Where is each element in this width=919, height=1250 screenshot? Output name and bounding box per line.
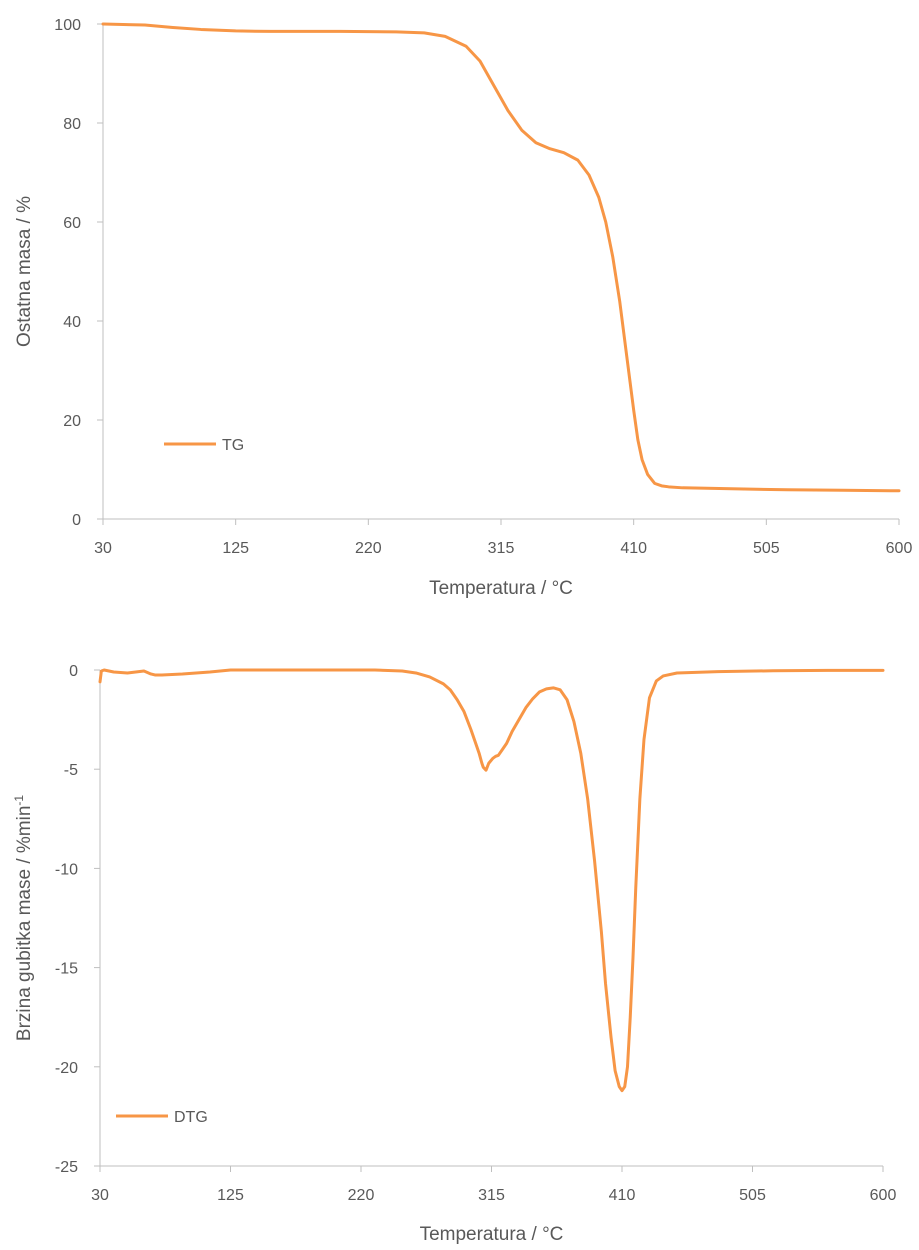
y-tick-label: -20: [55, 1060, 78, 1077]
y-axis-title-superscript: -1: [12, 795, 26, 806]
y-axis-title: Ostatna masa / %: [14, 196, 35, 347]
x-tick-label: 505: [739, 1187, 766, 1204]
x-tick-label: 410: [609, 1187, 636, 1204]
series-line-dtg: [98, 668, 885, 1093]
x-tick-label: 220: [348, 1187, 375, 1204]
y-tick-label: 60: [63, 215, 81, 232]
legend-label: TG: [222, 437, 244, 454]
y-tick-label: 80: [63, 116, 81, 133]
legend-label: DTG: [174, 1109, 208, 1126]
y-tick-label: -10: [55, 861, 78, 878]
y-tick-label: -25: [55, 1159, 78, 1176]
x-tick-label: 125: [222, 540, 249, 557]
x-axis-title: Temperatura / °C: [420, 1224, 564, 1245]
y-tick-label: -15: [55, 961, 78, 978]
y-tick-label: 0: [69, 663, 78, 680]
y-tick-label: 100: [54, 17, 81, 34]
chart-panel-2: 0 -5 -10 -15 -20 -25 30 125 220 315 410 505 600 Tempe…: [12, 663, 896, 1245]
x-tick-label: 600: [886, 540, 913, 557]
x-tick-label: 30: [91, 1187, 109, 1204]
x-tick-label: 220: [355, 540, 382, 557]
x-tick-label: 30: [94, 540, 112, 557]
y-axis-title-main: Brzina gubitka mase / %min: [14, 806, 35, 1042]
x-tick-label: 505: [753, 540, 780, 557]
x-tick-label: 600: [870, 1187, 897, 1204]
chart-panel-1: 0 20 40 60 80 100 30 125 220 315 410 505 600 Temperat…: [14, 17, 912, 599]
x-tick-label: 125: [217, 1187, 244, 1204]
series-line-tg: [101, 22, 901, 493]
y-tick-label: 40: [63, 314, 81, 331]
x-tick-label: 315: [478, 1187, 505, 1204]
x-axis-title: Temperatura / °C: [429, 578, 573, 599]
y-tick-label: 0: [72, 512, 81, 529]
y-tick-label: -5: [64, 762, 78, 779]
y-axis-title-main: Ostatna masa / %: [14, 196, 35, 347]
x-tick-label: 410: [620, 540, 647, 557]
y-axis-title: Brzina gubitka mase / %min-1: [12, 795, 35, 1041]
y-tick-label: 20: [63, 413, 81, 430]
x-tick-label: 315: [488, 540, 515, 557]
